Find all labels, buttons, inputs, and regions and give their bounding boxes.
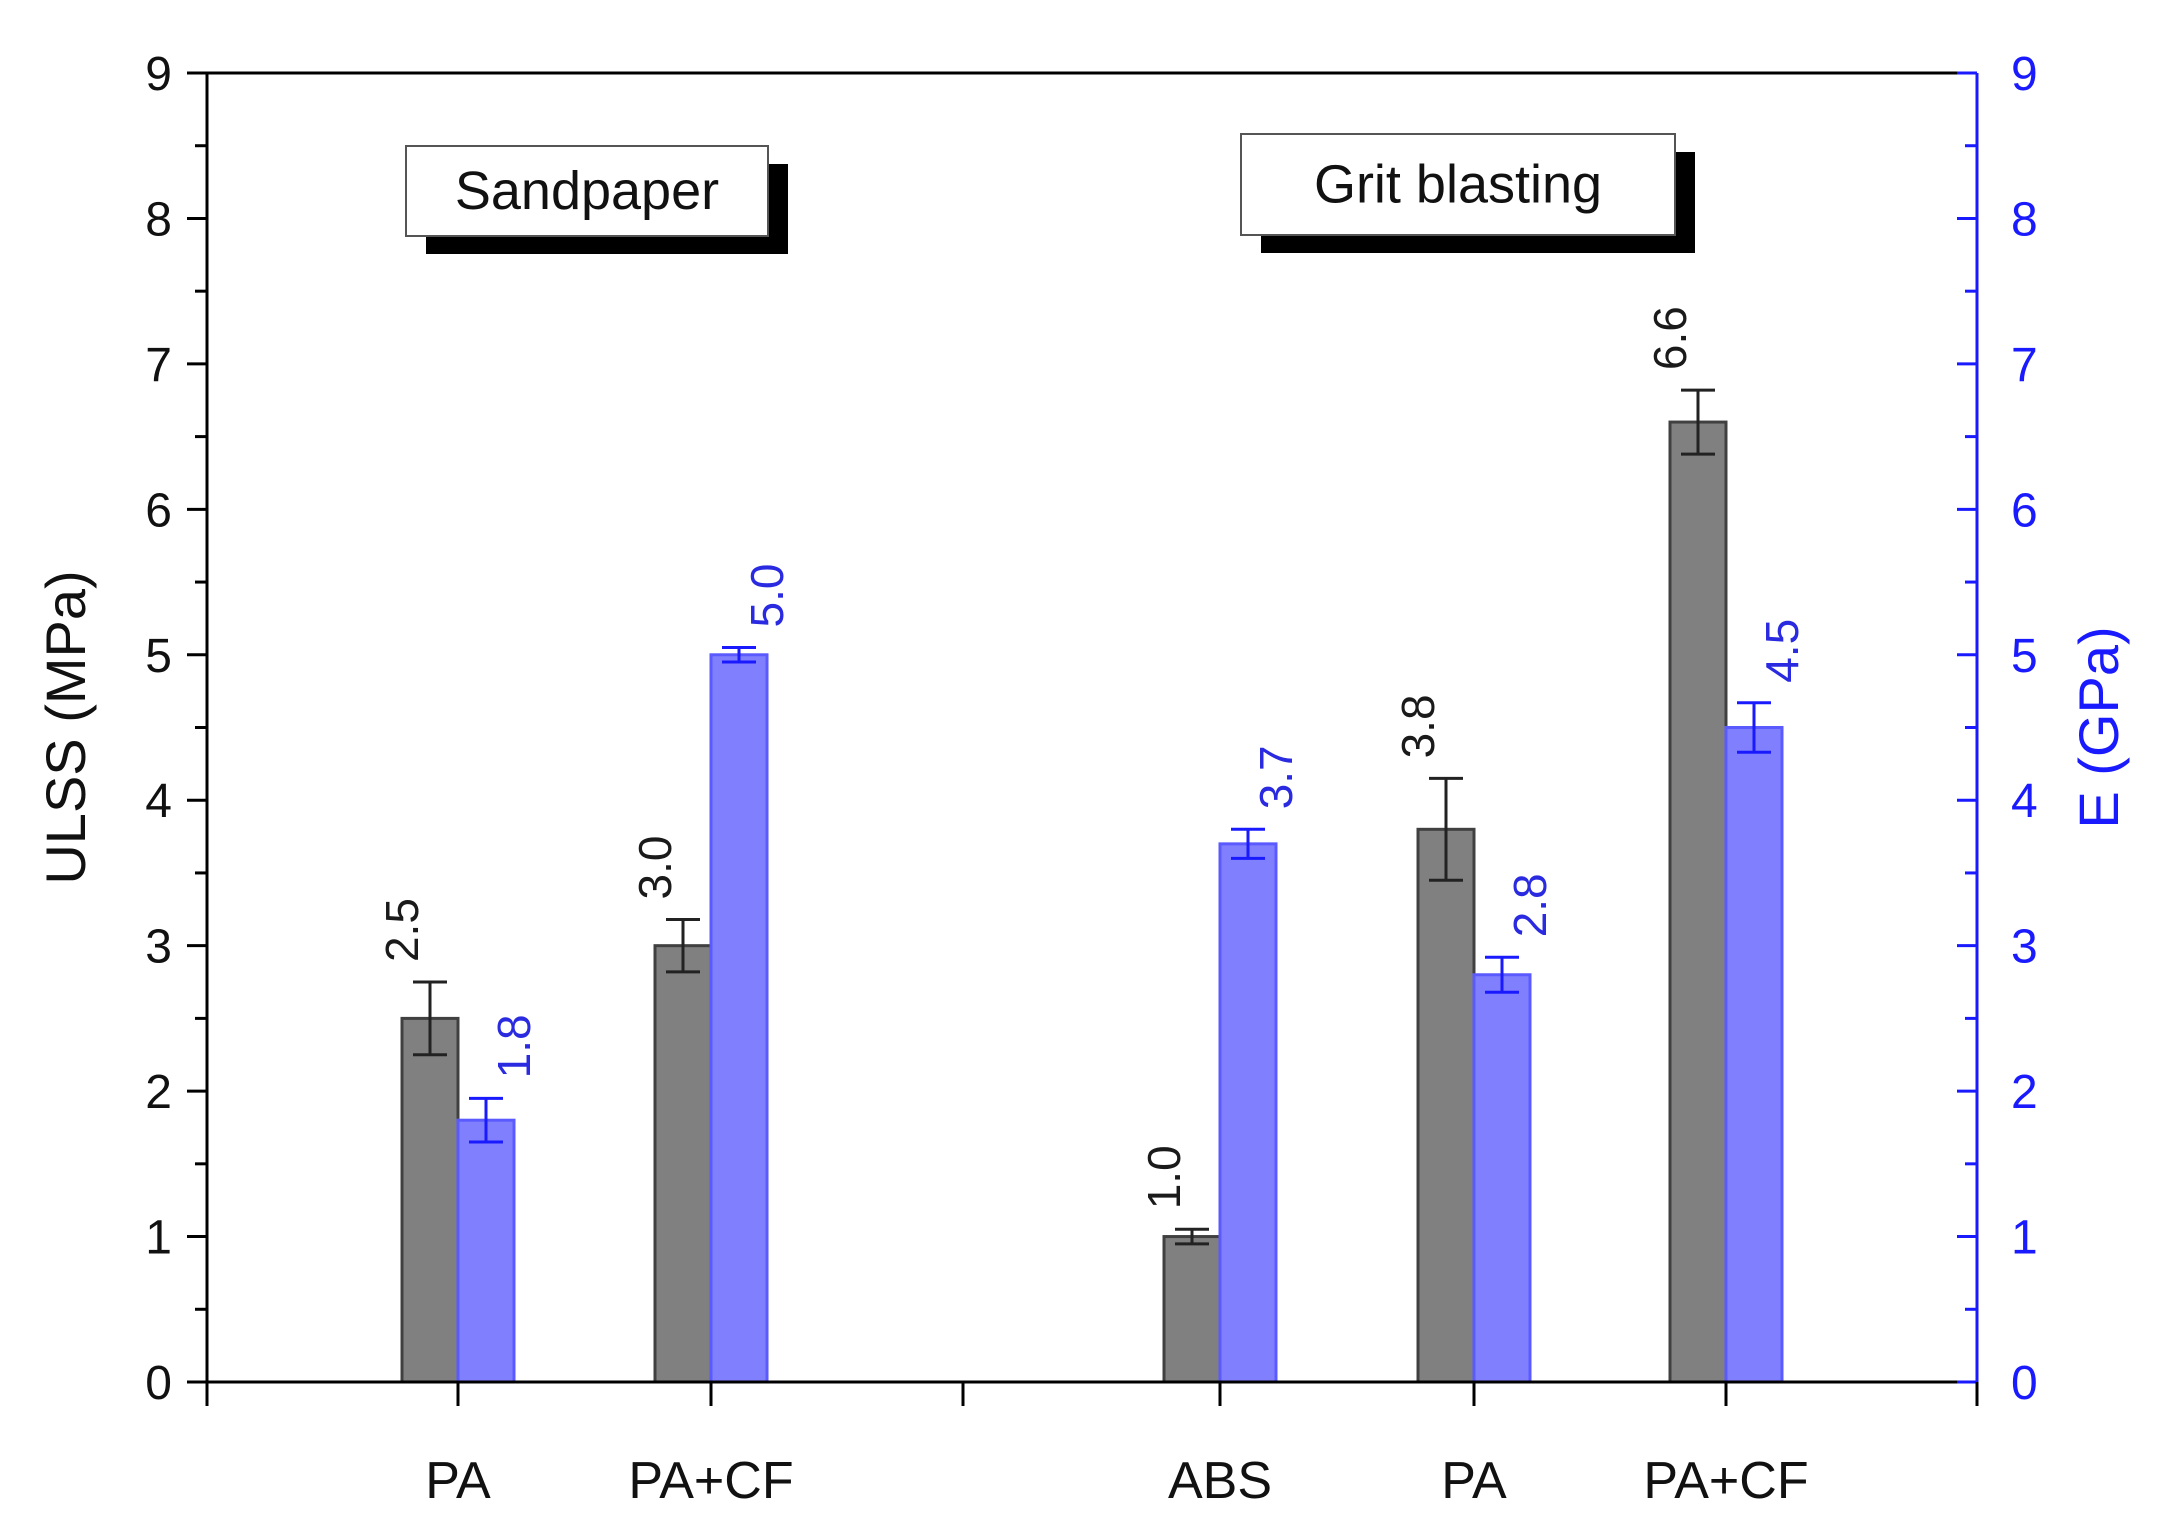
value-label-e-sandpaper-pa: 1.8 [488, 1014, 540, 1078]
error-e-grit-blasting-papluscf [1737, 701, 1771, 754]
value-labels: 2.5 1.8 3.0 5.0 1.0 3.7 3.8 2.8 6.6 4.5 [376, 306, 1808, 1209]
bar-e-sandpaper-pa [456, 1118, 516, 1384]
group-box-sandpaper [405, 145, 769, 237]
value-label-e-grit-blasting-abs: 3.7 [1250, 745, 1302, 809]
bar-ulss-sandpaper-papluscf [653, 944, 713, 1384]
bar-e-grit-blasting-papluscf [1724, 726, 1784, 1384]
category-label-grit-blasting-pa: PA [1441, 1452, 1507, 1510]
group-label-grit-blasting: Grit blasting [1314, 155, 1602, 215]
y-tick-label-right-4: 4 [2011, 775, 2038, 828]
y-tick-label-left-1: 1 [145, 1212, 172, 1265]
bars [400, 420, 1784, 1384]
value-label-ulss-sandpaper-papluscf: 3.0 [629, 836, 681, 900]
error-ulss-grit-blasting-papluscf [1681, 388, 1715, 456]
category-label-grit-blasting-abs: ABS [1168, 1452, 1272, 1510]
value-label-e-grit-blasting-papluscf: 4.5 [1756, 619, 1808, 683]
y-tick-label-right-3: 3 [2011, 921, 2038, 974]
value-label-ulss-grit-blasting-abs: 1.0 [1138, 1145, 1190, 1209]
y-tick-label-right-6: 6 [2011, 484, 2038, 537]
error-bars [413, 388, 1771, 1246]
y-tick-label-left-0: 0 [145, 1357, 172, 1410]
bar-e-grit-blasting-abs [1218, 842, 1278, 1384]
value-label-e-sandpaper-papluscf: 5.0 [741, 564, 793, 628]
error-e-sandpaper-pa [469, 1096, 503, 1144]
error-ulss-grit-blasting-abs [1175, 1227, 1209, 1246]
error-e-grit-blasting-abs [1231, 827, 1265, 860]
y-tick-label-left-3: 3 [145, 921, 172, 974]
error-ulss-sandpaper-papluscf [666, 917, 700, 974]
y-tick-label-left-7: 7 [145, 339, 172, 392]
value-label-ulss-sandpaper-pa: 2.5 [376, 898, 428, 962]
error-e-sandpaper-papluscf [722, 646, 756, 664]
group-box-grit-blasting [1240, 133, 1676, 236]
bar-ulss-grit-blasting-papluscf [1668, 420, 1728, 1384]
y-tick-label-right-2: 2 [2011, 1066, 2038, 1119]
y-tick-label-right-1: 1 [2011, 1212, 2038, 1265]
value-label-ulss-grit-blasting-pa: 3.8 [1392, 694, 1444, 758]
value-label-e-grit-blasting-pa: 2.8 [1504, 873, 1556, 937]
group-label-sandpaper: Sandpaper [455, 161, 719, 221]
category-labels: PA PA+CF ABS PA PA+CF [425, 1452, 1808, 1510]
y-axis-title-right: E (GPa) [2067, 626, 2130, 828]
ticks: 0 1 2 3 4 5 6 7 8 9 0 1 2 3 4 5 6 7 8 9 [145, 48, 2037, 1410]
bar-ulss-sandpaper-pa [400, 1016, 460, 1384]
y-tick-label-right-7: 7 [2011, 339, 2038, 392]
value-label-ulss-grit-blasting-papluscf: 6.6 [1644, 306, 1696, 370]
y-tick-label-right-0: 0 [2011, 1357, 2038, 1410]
y-tick-label-left-4: 4 [145, 775, 172, 828]
category-label-sandpaper-papluscf: PA+CF [628, 1452, 793, 1510]
y-tick-label-left-9: 9 [145, 48, 172, 101]
group-label-boxes: Sandpaper Grit blasting [405, 133, 1695, 254]
category-label-grit-blasting-papluscf: PA+CF [1643, 1452, 1808, 1510]
bar-ulss-grit-blasting-abs [1162, 1235, 1222, 1384]
error-ulss-grit-blasting-pa [1429, 776, 1463, 882]
error-e-grit-blasting-pa [1485, 955, 1519, 994]
y-tick-label-right-8: 8 [2011, 193, 2038, 246]
y-tick-label-left-5: 5 [145, 630, 172, 683]
y-tick-label-left-2: 2 [145, 1066, 172, 1119]
category-label-sandpaper-pa: PA [425, 1452, 491, 1510]
bar-e-grit-blasting-pa [1472, 973, 1532, 1384]
bar-e-sandpaper-papluscf [709, 653, 769, 1384]
y-tick-label-left-8: 8 [145, 193, 172, 246]
y-axis-title-left: ULSS (MPa) [34, 570, 97, 884]
y-tick-label-left-6: 6 [145, 484, 172, 537]
y-tick-label-right-5: 5 [2011, 630, 2038, 683]
bar-ulss-grit-blasting-pa [1416, 827, 1476, 1384]
y-tick-label-right-9: 9 [2011, 48, 2038, 101]
error-ulss-sandpaper-pa [413, 980, 447, 1057]
